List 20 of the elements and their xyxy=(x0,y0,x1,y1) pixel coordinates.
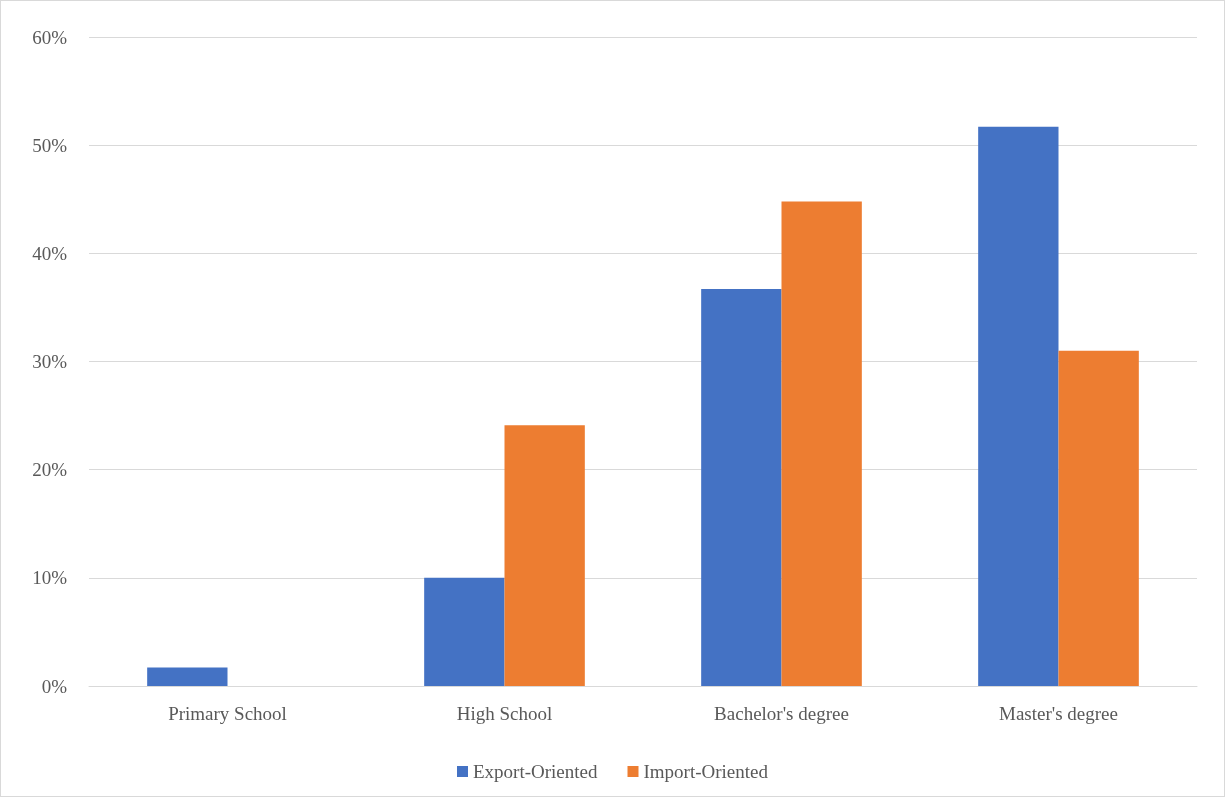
y-tick-label: 40% xyxy=(32,242,68,264)
bar xyxy=(701,289,782,686)
bar xyxy=(147,667,228,686)
bar xyxy=(424,577,505,686)
legend-label: Import-Oriented xyxy=(643,761,769,782)
bar xyxy=(1058,350,1139,686)
y-tick-label: 30% xyxy=(32,351,68,372)
y-tick-label: 20% xyxy=(32,459,68,481)
x-tick-label: Master's degree xyxy=(999,703,1118,724)
x-tick-label: Bachelor's degree xyxy=(714,703,849,724)
y-tick-label: 10% xyxy=(32,567,68,589)
x-tick-label: Primary School xyxy=(168,703,287,724)
y-tick-label: 0% xyxy=(41,675,68,697)
bar xyxy=(504,425,585,686)
bar xyxy=(781,201,862,686)
x-tick-label: High School xyxy=(456,703,553,724)
bar xyxy=(978,126,1059,686)
y-tick-label: 60% xyxy=(32,26,68,48)
y-tick-label: 50% xyxy=(32,134,68,156)
legend-label: Export-Oriented xyxy=(472,761,598,782)
